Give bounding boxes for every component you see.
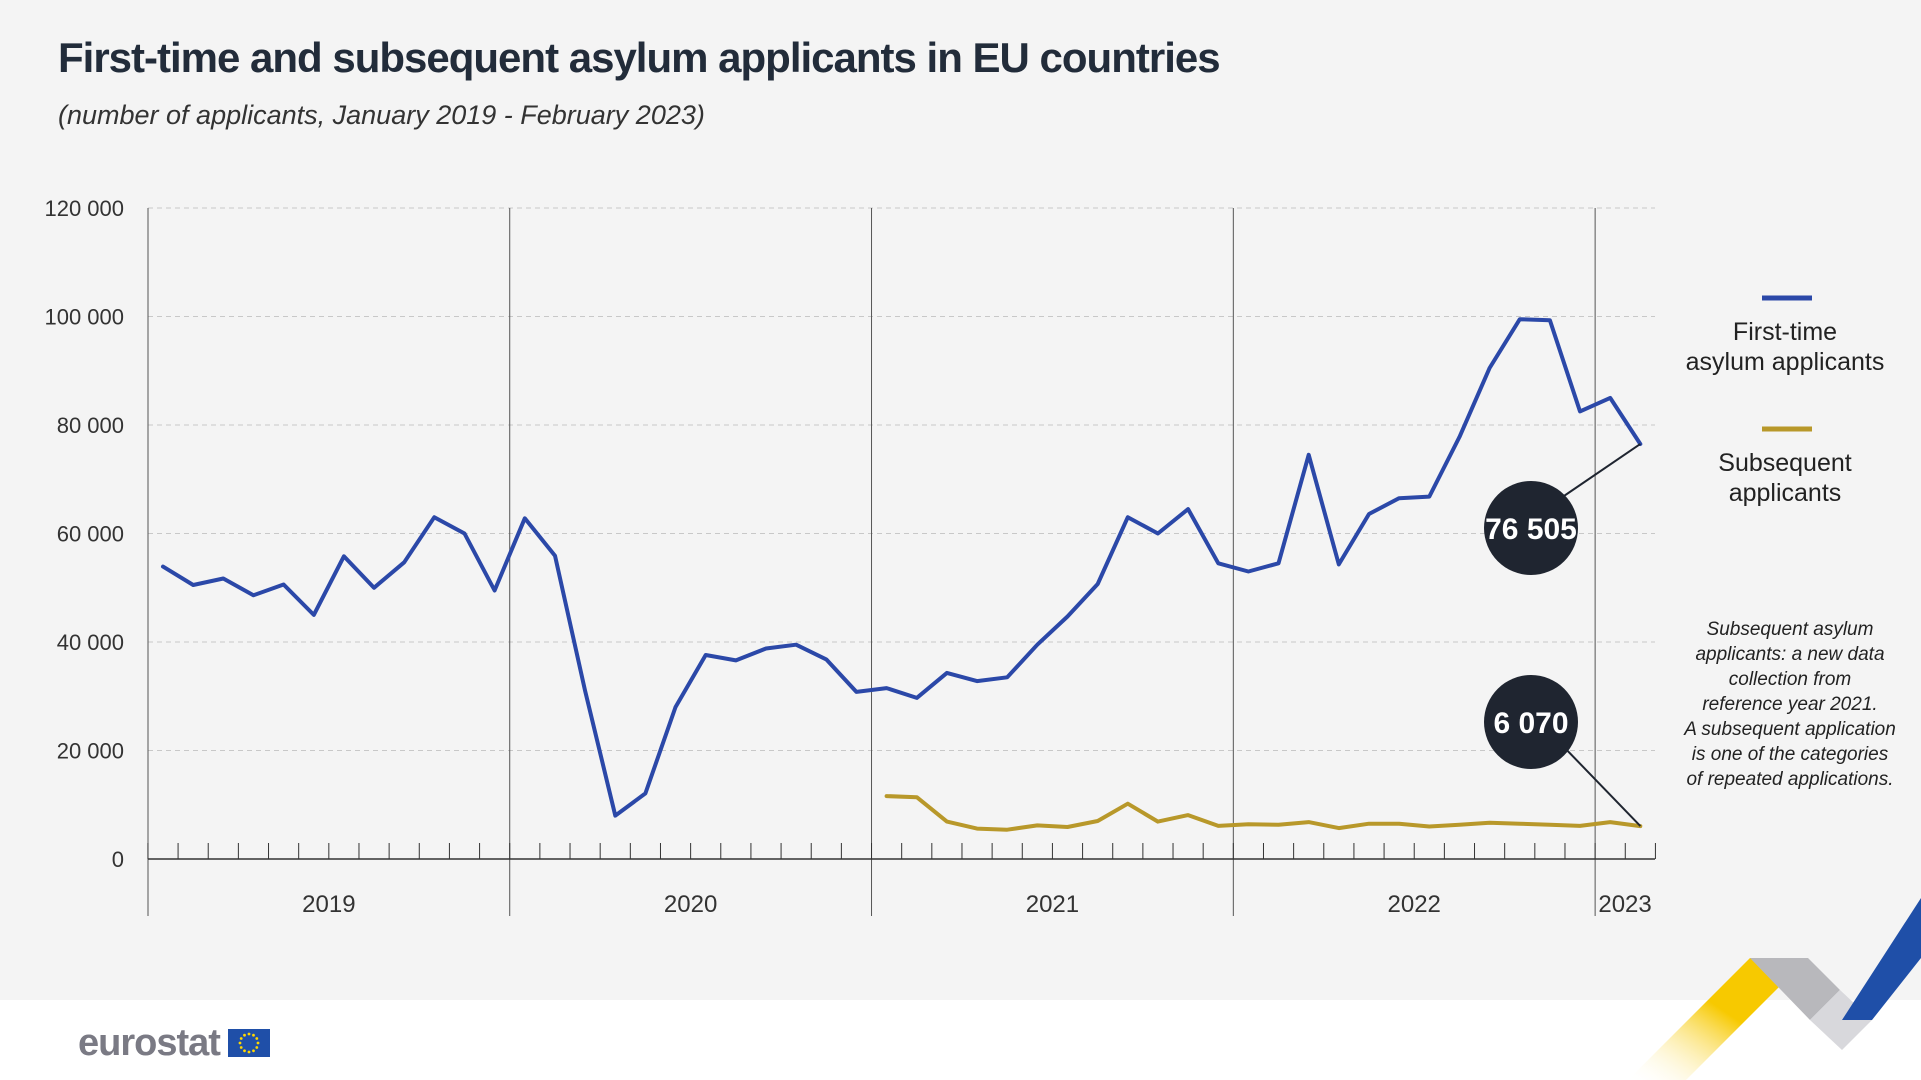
eu-star	[239, 1037, 243, 1040]
eu-star	[243, 1033, 246, 1037]
y-axis-tick-labels: 0 20 000 40 000 60 000 80 000 100 000 120 000	[44, 196, 124, 872]
eurostat-wordmark: eurostat	[78, 1021, 221, 1064]
y-tick-label: 20 000	[57, 739, 124, 764]
annotation-leader	[1560, 743, 1642, 827]
ribbon-yellow	[1628, 958, 1808, 1080]
series-lines	[161, 317, 1643, 832]
eu-star	[247, 1050, 251, 1054]
eu-star	[255, 1037, 259, 1040]
x-year-label: 2019	[302, 891, 355, 918]
chart-title: First-time and subsequent asylum applica…	[58, 34, 1221, 81]
y-tick-label: 100 000	[44, 305, 124, 330]
grid-lines	[148, 207, 1655, 751]
y-tick-label: 80 000	[57, 413, 124, 438]
x-year-label: 2023	[1598, 891, 1651, 918]
eu-flag-icon	[227, 1029, 270, 1057]
eurostat-logo: eurostat	[78, 1018, 270, 1068]
eu-star	[255, 1046, 259, 1049]
legend-swatches	[1762, 295, 1812, 432]
eu-star	[252, 1033, 255, 1037]
y-tick-label: 120 000	[44, 196, 124, 221]
ribbon-grey-light	[1810, 990, 1872, 1050]
decorative-ribbon	[1628, 898, 1921, 1080]
y-tick-label: 60 000	[57, 522, 124, 547]
annotation-bubble	[1484, 481, 1578, 575]
x-year-label: 2020	[664, 891, 717, 918]
annotation-leader	[1560, 443, 1641, 499]
annotation-label: 6 070	[1493, 707, 1568, 740]
annotation-label: 76 505	[1485, 513, 1577, 546]
eu-star	[239, 1046, 243, 1049]
legend-label-first-time: First-time asylum applicants	[1685, 318, 1885, 376]
x-axis	[147, 843, 1656, 860]
x-year-label: 2021	[1026, 891, 1079, 918]
chart-panel	[0, 0, 1921, 1000]
eu-star	[252, 1049, 255, 1053]
x-axis-year-labels: 2019 2020 2021 2022 2023	[302, 891, 1652, 918]
eu-star	[247, 1032, 251, 1036]
value-annotations: 76 505 6 070	[1484, 443, 1642, 827]
series-line-first-time	[161, 317, 1643, 818]
chart-subtitle: (number of applicants, January 2019 - Fe…	[58, 100, 705, 130]
eu-star	[238, 1041, 242, 1045]
legend-label-subsequent: Subsequent applicants	[1718, 449, 1852, 507]
ribbon-blue	[1842, 898, 1921, 1020]
y-tick-label: 0	[112, 847, 124, 872]
eu-star	[256, 1041, 260, 1045]
footnote: Subsequent asylum applicants: a new data…	[1684, 619, 1896, 790]
ribbon-grey	[1750, 958, 1840, 1020]
year-separators	[147, 208, 1596, 916]
annotation-bubble	[1484, 675, 1578, 769]
series-line-subsequent	[884, 794, 1643, 832]
x-year-label: 2022	[1388, 891, 1441, 918]
eu-star	[243, 1049, 246, 1053]
y-tick-label: 40 000	[57, 630, 124, 655]
